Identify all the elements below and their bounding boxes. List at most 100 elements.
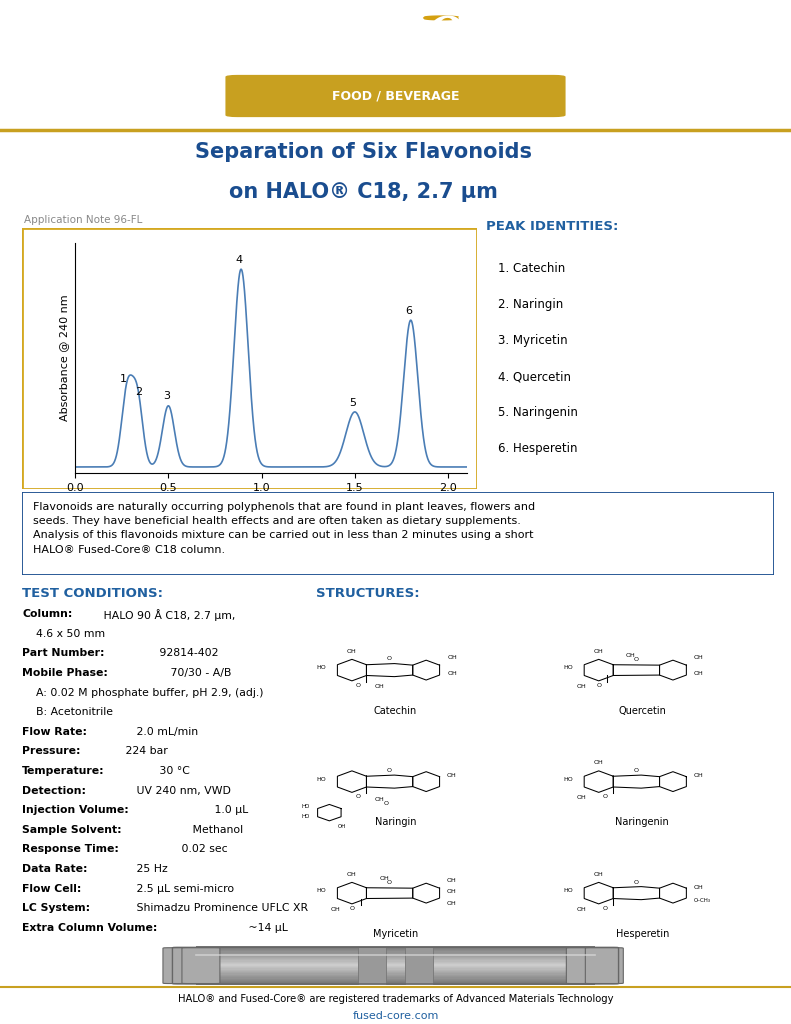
Text: 4.6 x 50 mm: 4.6 x 50 mm	[22, 629, 105, 639]
Text: 2: 2	[135, 387, 142, 396]
Text: O: O	[387, 656, 392, 662]
Text: OH: OH	[577, 796, 587, 801]
Text: OH: OH	[446, 901, 456, 906]
Text: HO: HO	[316, 889, 326, 893]
Text: Separation of Six Flavonoids: Separation of Six Flavonoids	[195, 141, 532, 162]
Text: HO: HO	[563, 889, 573, 893]
Text: FOOD / BEVERAGE: FOOD / BEVERAGE	[331, 89, 460, 102]
Text: 3: 3	[163, 391, 170, 400]
Text: STRUCTURES:: STRUCTURES:	[316, 588, 420, 600]
Text: O: O	[634, 880, 639, 885]
Text: HALO 90 Å C18, 2.7 μm,: HALO 90 Å C18, 2.7 μm,	[100, 609, 236, 622]
Text: B: Acetonitrile: B: Acetonitrile	[22, 708, 113, 717]
Text: O: O	[356, 795, 361, 799]
Text: Injection Volume:: Injection Volume:	[22, 805, 129, 815]
Text: Part Number:: Part Number:	[22, 648, 104, 658]
Bar	[196, 979, 595, 980]
Bar	[196, 961, 595, 962]
Bar	[196, 947, 595, 949]
Bar	[196, 946, 595, 947]
Text: 6: 6	[406, 306, 412, 316]
Bar	[196, 955, 595, 956]
Y-axis label: Absorbance @ 240 nm: Absorbance @ 240 nm	[59, 295, 70, 421]
Text: OH: OH	[331, 907, 340, 912]
Bar	[196, 972, 595, 974]
Bar	[196, 962, 595, 963]
Text: OH: OH	[447, 655, 457, 659]
Text: OH: OH	[693, 773, 703, 778]
Text: 2.5 μL semi-micro: 2.5 μL semi-micro	[134, 884, 234, 894]
Text: Quercetin: Quercetin	[619, 706, 666, 716]
Text: OH: OH	[693, 885, 703, 890]
Text: O: O	[597, 683, 602, 688]
Text: OH: OH	[347, 871, 357, 877]
Bar	[196, 984, 595, 985]
Text: Application Note 96-FL: Application Note 96-FL	[24, 215, 142, 224]
Text: OH: OH	[446, 878, 456, 883]
Text: O: O	[384, 801, 388, 806]
Text: Hesperetin: Hesperetin	[615, 929, 669, 939]
X-axis label: Minutes: Minutes	[246, 499, 296, 511]
Bar	[196, 975, 595, 976]
Text: 224 bar: 224 bar	[123, 746, 168, 757]
Text: Catechin: Catechin	[374, 706, 417, 716]
Text: HO: HO	[563, 777, 573, 781]
Text: OH: OH	[693, 671, 703, 676]
Text: Methanol: Methanol	[189, 825, 243, 835]
Text: O: O	[634, 768, 639, 773]
Text: Temperature:: Temperature:	[22, 766, 104, 776]
Text: •: •	[441, 32, 454, 50]
Text: Response Time:: Response Time:	[22, 845, 119, 854]
Text: LC System:: LC System:	[22, 903, 90, 913]
Text: TEST CONDITIONS:: TEST CONDITIONS:	[22, 588, 163, 600]
Bar	[196, 965, 595, 966]
Bar	[196, 949, 595, 950]
FancyBboxPatch shape	[225, 75, 566, 117]
Bar	[196, 950, 595, 951]
Bar	[196, 954, 595, 955]
Bar	[196, 969, 595, 970]
Bar	[196, 951, 595, 952]
Bar	[196, 980, 595, 981]
Text: 25 Hz: 25 Hz	[134, 864, 168, 874]
Bar	[196, 957, 595, 959]
Text: 30 °C: 30 °C	[156, 766, 190, 776]
Text: Extra Column Volume:: Extra Column Volume:	[22, 923, 157, 933]
Text: ~14 μL: ~14 μL	[244, 923, 287, 933]
Bar	[196, 974, 595, 975]
Text: A: 0.02 M phosphate buffer, pH 2.9, (adj.): A: 0.02 M phosphate buffer, pH 2.9, (adj…	[22, 688, 263, 697]
Text: OH: OH	[374, 684, 384, 689]
Text: O: O	[350, 905, 355, 910]
Text: HO: HO	[563, 666, 573, 671]
Text: OH: OH	[338, 824, 346, 829]
Text: O: O	[387, 768, 392, 773]
Text: PEAK IDENTITIES:: PEAK IDENTITIES:	[486, 220, 619, 233]
Text: 4: 4	[236, 255, 243, 265]
Text: 5. Naringenin: 5. Naringenin	[498, 407, 578, 419]
Text: OH: OH	[374, 797, 384, 802]
FancyBboxPatch shape	[566, 948, 604, 983]
Text: O–CH₃: O–CH₃	[693, 897, 710, 902]
Text: on HALO® C18, 2.7 μm: on HALO® C18, 2.7 μm	[229, 181, 498, 202]
Bar	[196, 976, 595, 977]
FancyBboxPatch shape	[585, 948, 623, 983]
Text: OH: OH	[594, 648, 604, 653]
Bar	[196, 971, 595, 972]
Bar	[196, 970, 595, 971]
Text: OH: OH	[446, 890, 456, 895]
Text: Mobile Phase:: Mobile Phase:	[22, 668, 108, 678]
Text: HO: HO	[316, 777, 326, 781]
Bar	[405, 946, 433, 985]
Text: O: O	[603, 795, 607, 799]
FancyBboxPatch shape	[22, 228, 477, 489]
Bar	[196, 966, 595, 967]
Text: Sample Solvent:: Sample Solvent:	[22, 825, 122, 835]
Text: Flow Rate:: Flow Rate:	[22, 727, 87, 737]
Bar	[196, 956, 595, 957]
Text: 3. Myricetin: 3. Myricetin	[498, 334, 568, 347]
Text: Pressure:: Pressure:	[22, 746, 81, 757]
Text: HO: HO	[301, 814, 310, 818]
Text: Naringin: Naringin	[375, 817, 416, 827]
Text: 2.0 mL/min: 2.0 mL/min	[134, 727, 199, 737]
Text: HO: HO	[316, 666, 326, 671]
